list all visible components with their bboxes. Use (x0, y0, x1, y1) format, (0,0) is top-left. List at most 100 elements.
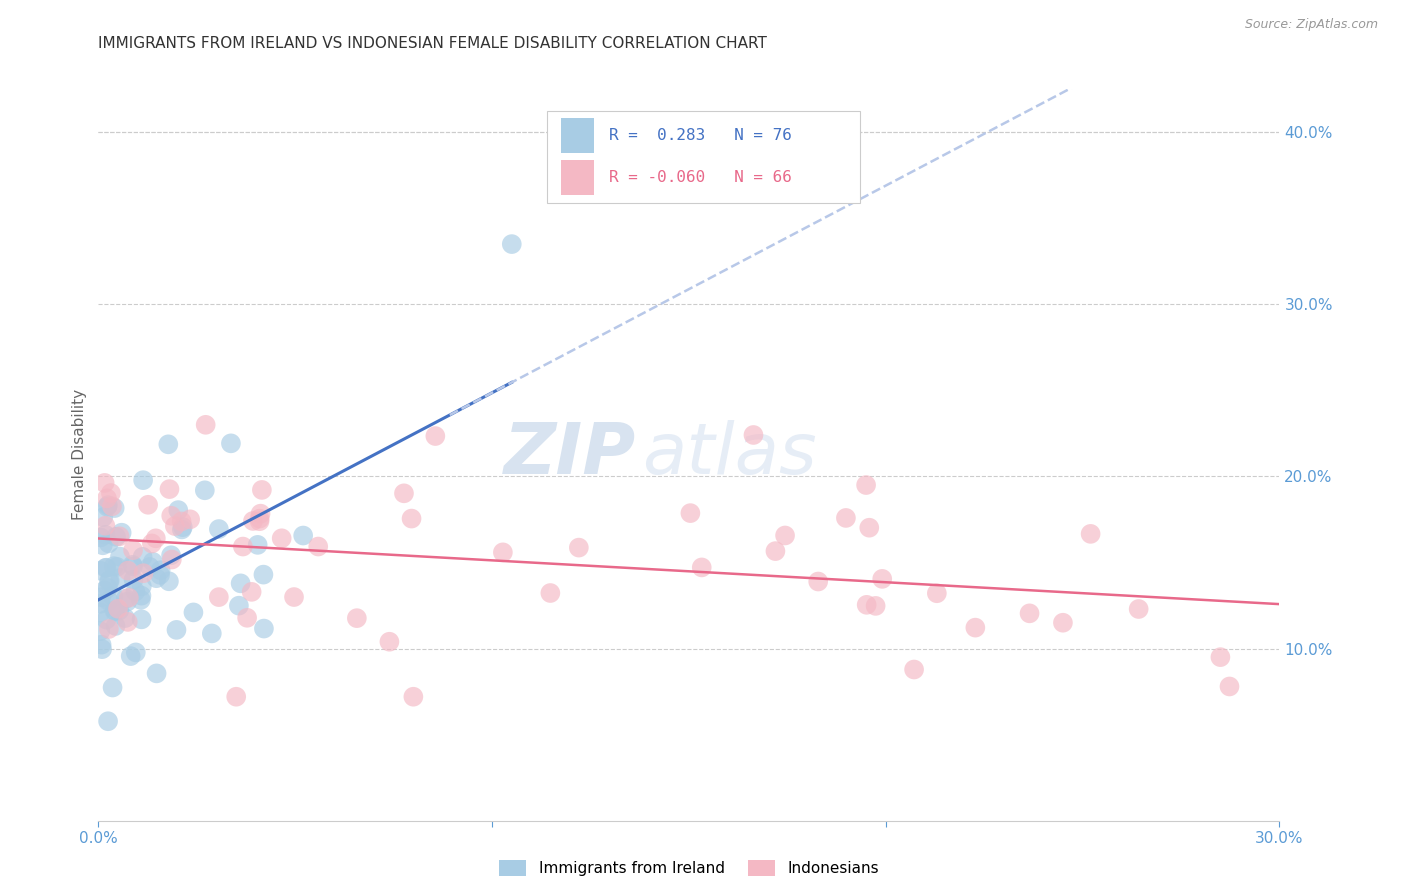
Point (97, 498, 120, 512)
FancyBboxPatch shape (561, 161, 595, 195)
Point (124, 584, 146, 599)
Point (104, 501, 127, 516)
Point (97, 581, 120, 595)
Point (425, 429, 447, 443)
Point (194, 483, 217, 498)
Point (855, 478, 877, 492)
Point (249, 511, 271, 525)
Point (246, 538, 269, 552)
Point (101, 500, 124, 514)
Point (110, 571, 132, 585)
Point (145, 531, 167, 545)
Point (122, 573, 145, 587)
Point (120, 649, 142, 664)
Point (160, 548, 183, 562)
Point (104, 604, 127, 618)
Point (249, 514, 271, 528)
Point (131, 579, 153, 593)
Point (125, 645, 148, 659)
Text: Source: ZipAtlas.com: Source: ZipAtlas.com (1244, 18, 1378, 31)
Point (117, 615, 139, 629)
Point (97, 622, 120, 636)
Point (97, 594, 120, 608)
Point (1052, 615, 1074, 630)
Point (501, 237, 523, 252)
Point (392, 486, 415, 500)
Point (242, 514, 264, 528)
Point (160, 552, 183, 566)
Point (250, 483, 273, 497)
Point (538, 586, 561, 600)
Point (108, 604, 131, 618)
Point (201, 626, 224, 640)
Legend: Immigrants from Ireland, Indonesians: Immigrants from Ireland, Indonesians (494, 855, 884, 882)
Point (89, 564, 111, 578)
Point (89, 597, 111, 611)
Point (402, 690, 425, 704)
Text: R = -0.060   N = 66: R = -0.060 N = 66 (609, 170, 792, 186)
Text: atlas: atlas (641, 420, 817, 490)
Point (104, 619, 127, 633)
Point (307, 540, 329, 554)
Point (97, 714, 120, 729)
Point (965, 621, 987, 635)
Point (117, 564, 139, 578)
Point (157, 437, 180, 451)
Point (163, 519, 186, 533)
Point (167, 503, 190, 517)
Point (97, 536, 120, 550)
Point (103, 559, 125, 574)
Point (96, 560, 118, 574)
Point (122, 559, 145, 574)
Point (690, 560, 713, 574)
Point (492, 545, 515, 559)
Point (208, 590, 231, 604)
Point (121, 558, 143, 572)
Point (346, 611, 368, 625)
Point (378, 634, 401, 648)
Point (807, 574, 830, 589)
Point (858, 521, 880, 535)
Point (98, 574, 121, 588)
Point (292, 528, 315, 542)
Point (679, 506, 702, 520)
Point (131, 549, 153, 564)
Point (141, 536, 163, 550)
Point (208, 522, 231, 536)
Point (142, 555, 165, 569)
Point (835, 511, 858, 525)
Point (172, 520, 194, 534)
Point (91, 510, 114, 524)
Point (903, 663, 925, 677)
Point (225, 690, 247, 704)
Point (132, 566, 155, 581)
Point (101, 681, 124, 695)
Point (166, 623, 188, 637)
Point (253, 622, 276, 636)
Point (870, 572, 893, 586)
Point (96, 491, 118, 506)
Point (160, 508, 183, 523)
Point (89, 624, 111, 639)
Point (131, 612, 153, 626)
Point (145, 571, 167, 585)
Point (765, 544, 787, 558)
Point (229, 576, 252, 591)
Point (114, 611, 136, 625)
Point (90, 591, 112, 605)
FancyBboxPatch shape (561, 119, 595, 153)
Point (145, 666, 167, 681)
Point (149, 567, 172, 582)
Point (103, 589, 125, 603)
Point (855, 598, 877, 612)
Point (1018, 607, 1040, 621)
Point (252, 567, 274, 582)
Point (925, 586, 948, 600)
Point (97, 574, 120, 589)
Point (1080, 527, 1102, 541)
Point (91, 642, 114, 657)
Point (1218, 680, 1240, 694)
Point (179, 512, 201, 526)
Point (270, 531, 292, 545)
Point (90, 606, 112, 620)
